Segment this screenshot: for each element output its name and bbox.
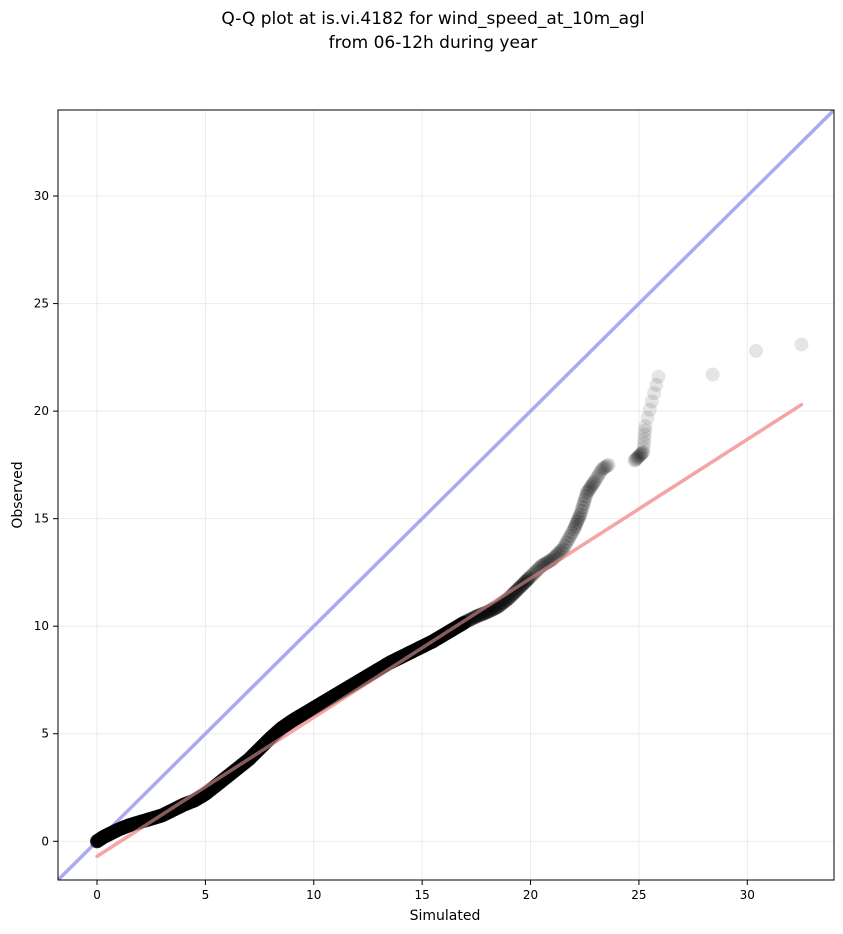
x-axis: 0 5 10 15 20 25 30 <box>93 880 755 902</box>
quantile-point <box>572 509 587 524</box>
quantile-point <box>640 410 655 425</box>
quantile-point <box>528 564 543 579</box>
quantile-point <box>577 493 592 508</box>
grid-lines <box>58 110 834 880</box>
quantile-point <box>592 465 607 480</box>
x-tick-label: 5 <box>202 888 210 902</box>
quantile-point <box>579 485 594 500</box>
quantile-point <box>582 481 597 496</box>
quantile-point <box>637 432 652 447</box>
y-tick-label: 5 <box>41 727 49 741</box>
quantile-point <box>578 489 593 504</box>
quantile-point <box>563 528 578 543</box>
quantile-points <box>90 337 809 858</box>
reference-lines <box>58 110 834 880</box>
x-tick-label: 30 <box>740 888 755 902</box>
quantile-point <box>589 471 604 486</box>
quantile-point <box>585 477 600 492</box>
x-tick-label: 25 <box>631 888 646 902</box>
x-tick-label: 10 <box>306 888 321 902</box>
quantile-point <box>632 448 647 463</box>
quantile-point <box>647 386 662 401</box>
quantile-point <box>638 419 653 434</box>
y-tick-label: 25 <box>34 297 49 311</box>
quantile-point <box>596 461 611 476</box>
quantile-point <box>634 446 649 461</box>
quantile-point <box>573 507 588 522</box>
quantile-point <box>651 369 666 384</box>
quantile-point <box>599 459 614 474</box>
quantile-point <box>649 377 664 392</box>
quantile-point <box>634 447 649 462</box>
quantile-point <box>566 522 581 537</box>
chart-title: Q-Q plot at is.vi.4182 for wind_speed_at… <box>221 9 644 29</box>
plot-frame <box>57 109 835 881</box>
quantile-point <box>557 538 572 553</box>
y-tick-label: 0 <box>41 834 49 848</box>
quantile-point <box>509 584 524 599</box>
y-tick-label: 30 <box>34 189 49 203</box>
quantile-point <box>469 609 484 624</box>
quantile-point <box>565 525 580 540</box>
chart-subtitle: from 06-12h during year <box>329 33 538 53</box>
quantile-point <box>598 460 613 475</box>
quantile-point <box>629 451 644 466</box>
quantile-point <box>637 427 652 442</box>
y-axis-label: Observed <box>10 461 26 528</box>
quantile-point <box>590 469 605 484</box>
quantile-point <box>705 367 720 382</box>
identity-line <box>58 110 834 880</box>
quantile-point <box>631 450 646 465</box>
quantile-point <box>600 458 615 473</box>
x-axis-label: Simulated <box>410 908 481 924</box>
quantile-point <box>638 423 653 438</box>
quantile-point <box>636 440 651 455</box>
quantile-point <box>631 449 646 464</box>
y-tick-label: 10 <box>34 619 49 633</box>
quantile-point <box>635 445 650 460</box>
quantile-point <box>570 514 585 529</box>
quantile-point <box>575 500 590 515</box>
quantile-point <box>567 519 582 534</box>
y-tick-label: 20 <box>34 404 49 418</box>
quantile-point <box>794 337 809 352</box>
quantile-point <box>629 452 644 467</box>
fit-line-overlay <box>96 403 803 858</box>
quantile-point <box>576 496 591 511</box>
quantile-point <box>556 541 571 556</box>
quantile-point <box>588 472 603 487</box>
quantile-point <box>636 436 651 451</box>
quantile-point <box>597 460 612 475</box>
quantile-point <box>554 543 569 558</box>
quantile-point <box>559 535 574 550</box>
y-axis: 0 5 10 15 20 25 30 <box>34 189 58 848</box>
x-tick-label: 20 <box>523 888 538 902</box>
quantile-point <box>561 532 576 547</box>
quantile-point <box>628 452 643 467</box>
quantile-point <box>593 463 608 478</box>
quantile-point <box>601 457 616 472</box>
quantile-point <box>636 444 651 459</box>
x-tick-label: 15 <box>415 888 430 902</box>
quantile-point <box>569 517 584 532</box>
quantile-point <box>644 394 659 409</box>
quantile-point <box>642 402 657 417</box>
quantile-point <box>630 450 645 465</box>
quantile-point <box>587 475 602 490</box>
quantile-point <box>633 447 648 462</box>
quantile-point <box>574 503 589 518</box>
quantile-point <box>581 483 596 498</box>
quantile-point <box>571 512 586 527</box>
quantile-point <box>748 343 763 358</box>
quantile-point <box>627 453 642 468</box>
quantile-point <box>595 462 610 477</box>
quantile-point <box>591 467 606 482</box>
x-tick-label: 0 <box>93 888 101 902</box>
y-tick-label: 15 <box>34 512 49 526</box>
quantile-point <box>584 479 599 494</box>
